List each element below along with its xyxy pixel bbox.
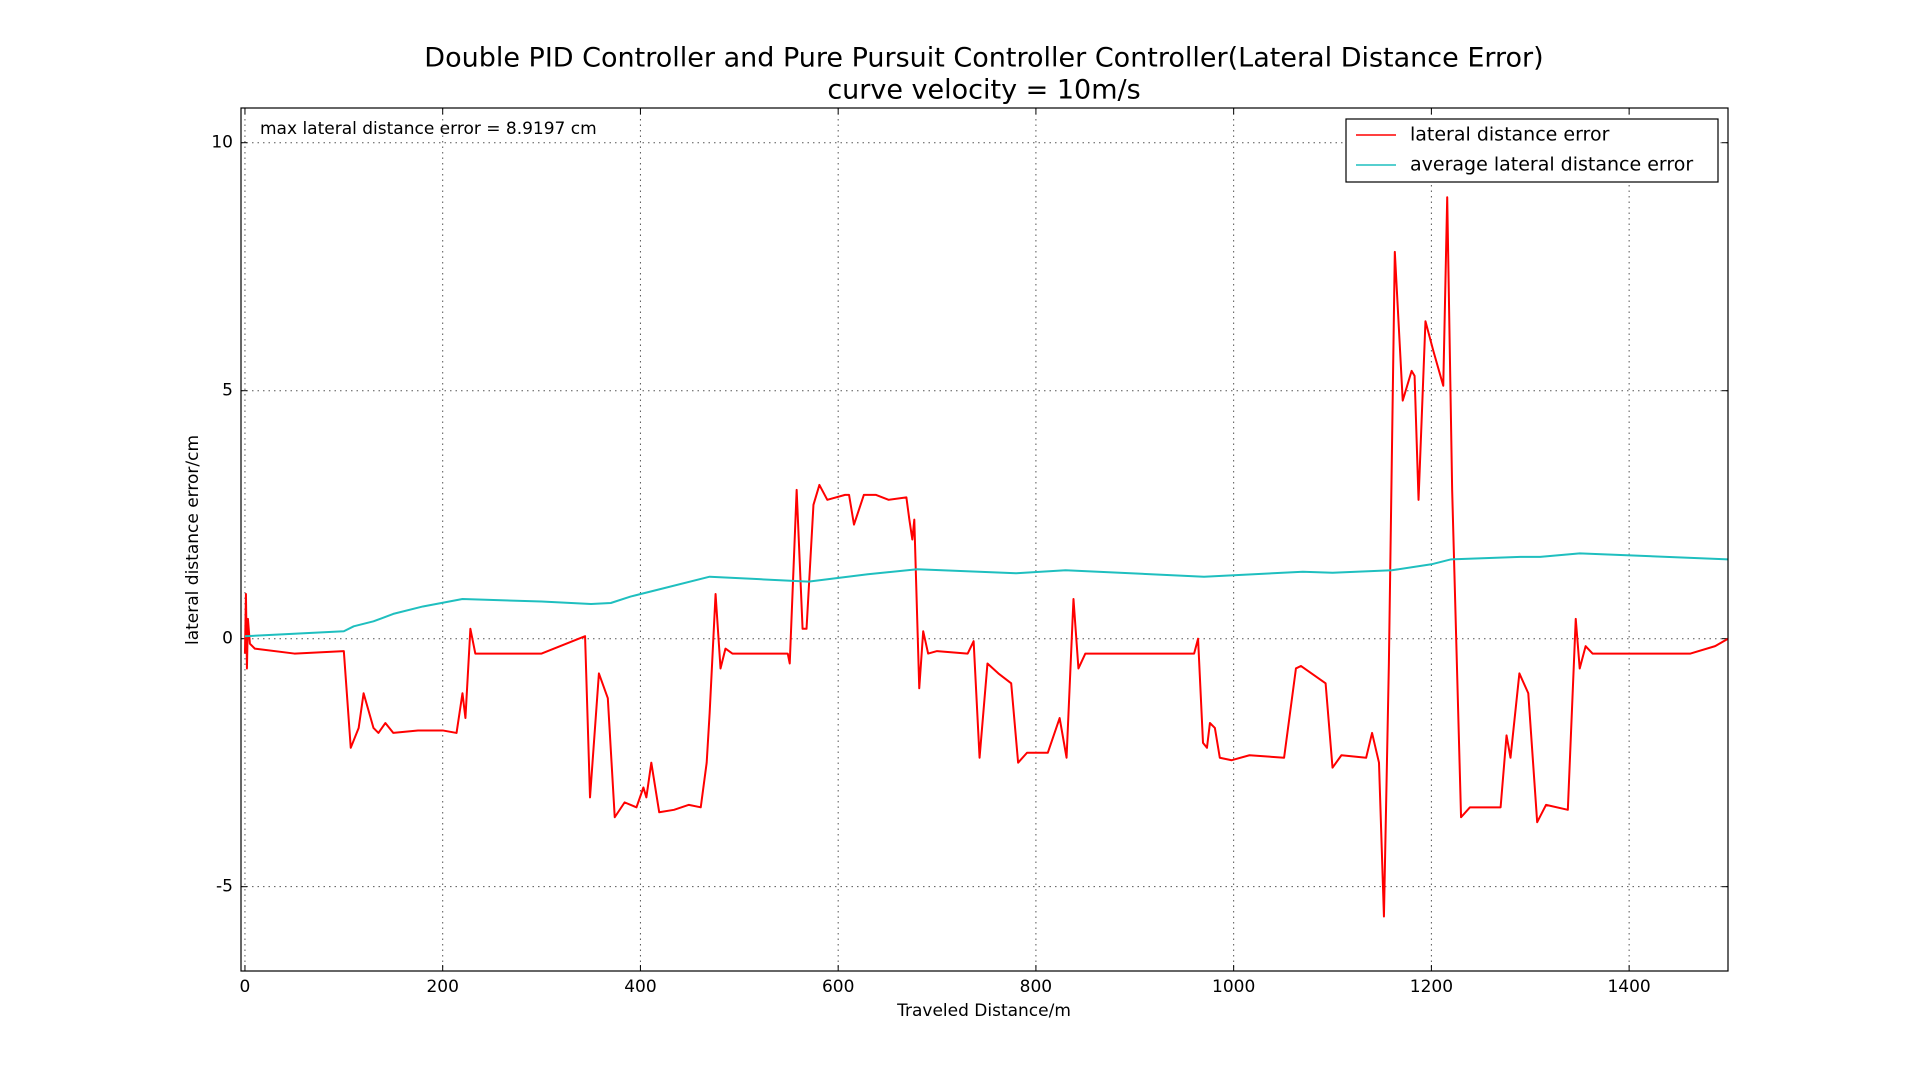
x-tick-label: 800 (1020, 977, 1052, 997)
legend-box (1345, 118, 1719, 183)
x-tick-label: 1200 (1410, 977, 1453, 997)
y-tick-label: 0 (222, 629, 233, 649)
x-tick-label: 1400 (1607, 977, 1650, 997)
x-axis-label: Traveled Distance/m (896, 1001, 1071, 1021)
x-tick-label: 400 (624, 977, 656, 997)
y-tick-label: 10 (211, 133, 233, 153)
annotation: max lateral distance error = 8.9197 cm (260, 119, 597, 139)
y-tick-label: -5 (216, 877, 233, 897)
data-line (244, 552, 1729, 638)
x-tick-label: 1000 (1212, 977, 1255, 997)
data-line (243, 196, 1729, 918)
legend-label: lateral distance error (1410, 124, 1610, 146)
chart-subtitle: curve velocity = 10m/s (827, 75, 1140, 106)
chart-title: Double PID Controller and Pure Pursuit C… (424, 43, 1543, 74)
y-axis-label: lateral distance error/cm (183, 435, 203, 645)
plot-frame (240, 107, 1729, 972)
x-tick-label: 0 (240, 977, 251, 997)
x-tick-label: 600 (822, 977, 854, 997)
legend-label: average lateral distance error (1410, 154, 1693, 176)
x-tick-label: 200 (426, 977, 458, 997)
y-tick-label: 5 (222, 381, 233, 401)
